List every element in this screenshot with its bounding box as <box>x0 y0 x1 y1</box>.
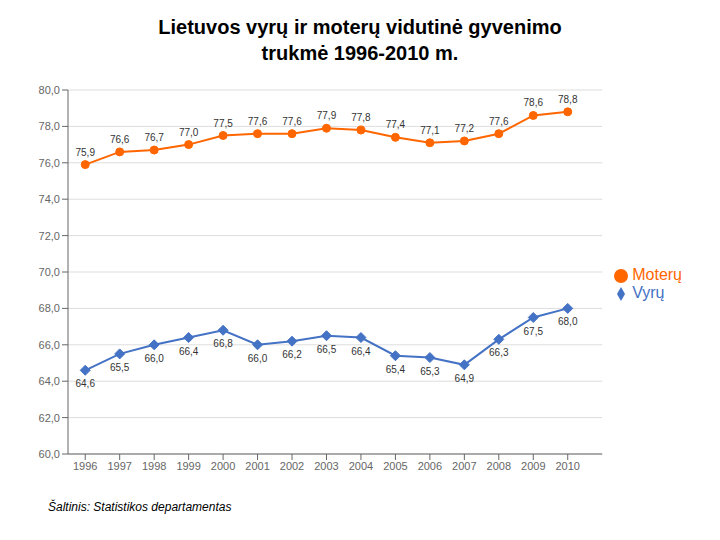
svg-text:2010: 2010 <box>555 460 579 472</box>
svg-text:65,4: 65,4 <box>386 364 406 375</box>
svg-text:66,4: 66,4 <box>351 346 371 357</box>
svg-text:1997: 1997 <box>107 460 131 472</box>
svg-text:77,1: 77,1 <box>420 125 440 136</box>
svg-text:1999: 1999 <box>176 460 200 472</box>
svg-text:66,4: 66,4 <box>179 346 199 357</box>
html-text:Lietuvos vyrų ir moterų viduti: Lietuvos vyrų ir moterų vidutinė gyvenim… <box>158 16 562 64</box>
svg-text:66,5: 66,5 <box>317 344 337 355</box>
svg-text:2000: 2000 <box>211 460 235 472</box>
svg-text:74,0: 74,0 <box>39 193 60 205</box>
svg-text:77,0: 77,0 <box>179 127 199 138</box>
html-text:Vyrų: Vyrų <box>632 284 665 301</box>
svg-text:76,6: 76,6 <box>110 134 130 145</box>
svg-text:1996: 1996 <box>73 460 97 472</box>
svg-text:77,2: 77,2 <box>455 123 475 134</box>
svg-text:60,0: 60,0 <box>39 448 60 460</box>
svg-text:64,0: 64,0 <box>39 375 60 387</box>
svg-text:80,0: 80,0 <box>39 84 60 96</box>
svg-text:77,5: 77,5 <box>213 118 233 129</box>
svg-text:78,8: 78,8 <box>558 94 578 105</box>
svg-text:2003: 2003 <box>314 460 338 472</box>
svg-text:76,7: 76,7 <box>144 132 164 143</box>
svg-text:2004: 2004 <box>349 460 373 472</box>
svg-text:2001: 2001 <box>245 460 269 472</box>
svg-text:75,9: 75,9 <box>75 147 95 158</box>
svg-text:65,5: 65,5 <box>110 362 130 373</box>
svg-text:62,0: 62,0 <box>39 412 60 424</box>
svg-text:2002: 2002 <box>280 460 304 472</box>
svg-text:77,6: 77,6 <box>282 116 302 127</box>
svg-text:66,0: 66,0 <box>39 339 60 351</box>
svg-text:76,0: 76,0 <box>39 157 60 169</box>
html-text:Šaltinis: Statistikos departam: Šaltinis: Statistikos departamentas <box>48 500 232 514</box>
svg-text:77,9: 77,9 <box>317 110 337 121</box>
svg-text:2008: 2008 <box>487 460 511 472</box>
svg-text:77,6: 77,6 <box>489 116 509 127</box>
svg-text:72,0: 72,0 <box>39 230 60 242</box>
svg-text:2009: 2009 <box>521 460 545 472</box>
svg-text:77,4: 77,4 <box>386 119 406 130</box>
svg-text:66,8: 66,8 <box>213 338 233 349</box>
svg-text:70,0: 70,0 <box>39 266 60 278</box>
svg-text:66,0: 66,0 <box>144 353 164 364</box>
svg-text:66,3: 66,3 <box>489 347 509 358</box>
svg-text:77,6: 77,6 <box>248 116 268 127</box>
svg-text:2005: 2005 <box>383 460 407 472</box>
svg-text:1998: 1998 <box>142 460 166 472</box>
svg-text:78,0: 78,0 <box>39 120 60 132</box>
html-text:Moterų: Moterų <box>632 266 682 283</box>
svg-text:66,0: 66,0 <box>248 353 268 364</box>
svg-text:68,0: 68,0 <box>39 302 60 314</box>
svg-text:65,3: 65,3 <box>420 366 440 377</box>
svg-text:78,6: 78,6 <box>524 97 544 108</box>
svg-text:2007: 2007 <box>452 460 476 472</box>
svg-text:66,2: 66,2 <box>282 349 302 360</box>
svg-text:2006: 2006 <box>418 460 442 472</box>
svg-text:64,9: 64,9 <box>455 373 475 384</box>
svg-text:68,0: 68,0 <box>558 316 578 327</box>
svg-text:64,6: 64,6 <box>75 378 95 389</box>
svg-text:77,8: 77,8 <box>351 112 371 123</box>
svg-text:67,5: 67,5 <box>524 326 544 337</box>
